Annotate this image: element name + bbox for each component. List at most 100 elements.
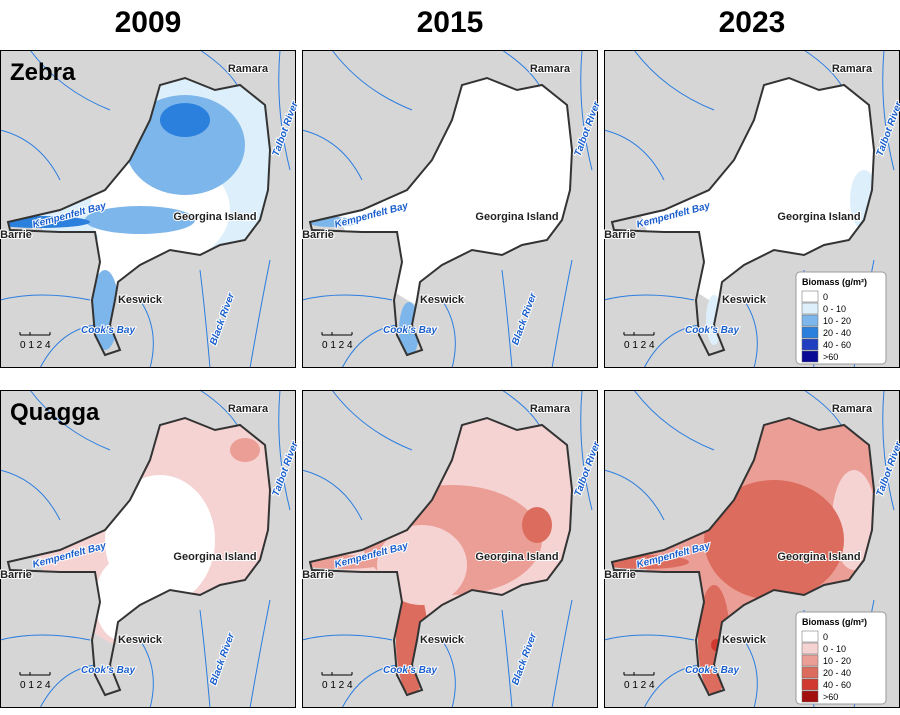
panel-border — [302, 390, 598, 708]
river — [331, 49, 413, 111]
legend-item: 10 - 20 — [823, 316, 851, 326]
river — [0, 469, 61, 521]
place-label: Cook's Bay — [81, 665, 136, 676]
legend-swatch — [801, 630, 819, 643]
scale-line — [321, 332, 353, 336]
legend-swatch — [801, 666, 819, 679]
river — [603, 469, 665, 521]
place-label: Georgina Island — [777, 551, 860, 563]
legend-swatch — [801, 678, 819, 691]
place-label: Georgina Island — [475, 551, 558, 563]
river — [743, 299, 758, 369]
river — [441, 299, 456, 369]
river — [249, 259, 271, 369]
river — [39, 324, 96, 369]
legend-item: >60 — [823, 352, 838, 362]
place-label: Barrie — [302, 569, 334, 581]
place-label: Keswick — [722, 294, 767, 306]
scale-bar: 0 1 2 4 — [20, 340, 51, 351]
river — [580, 389, 593, 511]
legend-item: 10 - 20 — [823, 656, 851, 666]
panel-border — [302, 50, 598, 368]
row-label: Zebra — [10, 59, 76, 86]
place-label: Ramara — [530, 63, 571, 75]
scale-bar: 0 1 2 4 — [322, 340, 353, 351]
legend-item: 20 - 40 — [823, 668, 851, 678]
river — [551, 599, 573, 709]
year-header: 2023 — [719, 6, 786, 39]
river — [0, 634, 91, 641]
scale-line — [623, 332, 655, 336]
legend-swatch — [801, 350, 819, 363]
legend-swatch — [801, 302, 819, 315]
row-label: Quagga — [10, 399, 100, 426]
biomass-zone — [85, 206, 195, 234]
legend-title: Biomass (g/m²) — [802, 277, 867, 287]
river — [643, 324, 700, 369]
legend-swatch — [801, 326, 819, 339]
place-label: Ramara — [530, 403, 571, 415]
river — [29, 389, 111, 451]
legend-swatch — [801, 338, 819, 351]
river — [301, 469, 363, 521]
river — [580, 49, 593, 171]
place-label: Ramara — [832, 63, 873, 75]
biomass-zone — [522, 507, 552, 543]
legend-box — [795, 611, 887, 705]
river — [199, 269, 211, 369]
biomass-zone — [160, 103, 210, 137]
legend: Biomass (g/m²) 0 0 - 10 10 - 20 20 - 40 40 - … — [795, 611, 887, 705]
scale-bar: 0 1 2 4 — [322, 680, 353, 691]
legend-item: 0 — [823, 292, 828, 302]
place-label: Keswick — [420, 634, 465, 646]
legend-swatch — [801, 642, 819, 655]
scale-bar: 0 1 2 4 — [20, 680, 51, 691]
river — [501, 609, 513, 709]
year-header: 2009 — [115, 6, 182, 39]
place-label: Barrie — [302, 229, 334, 241]
legend-item: 40 - 60 — [823, 340, 851, 350]
biomass-zone — [230, 438, 260, 462]
place-label: Cook's Bay — [685, 325, 740, 336]
river — [331, 389, 413, 451]
river — [0, 129, 61, 181]
river — [301, 294, 393, 301]
river — [341, 664, 398, 709]
river — [39, 664, 96, 709]
biomass-zone — [125, 95, 245, 195]
panel-border — [0, 50, 296, 368]
place-label: Cook's Bay — [383, 325, 438, 336]
river — [633, 389, 715, 451]
year-header: 2015 — [417, 6, 484, 39]
scale-line — [321, 672, 353, 676]
river — [743, 639, 758, 709]
river — [603, 129, 665, 181]
river — [0, 294, 91, 301]
panel-border — [0, 390, 296, 708]
scale-bar: 0 1 2 4 — [624, 680, 655, 691]
place-label: Cook's Bay — [383, 665, 438, 676]
river — [882, 49, 895, 171]
river — [882, 389, 895, 511]
legend: Biomass (g/m²) 0 0 - 10 10 - 20 20 - 40 40 - … — [795, 271, 887, 365]
legend-item: >60 — [823, 692, 838, 702]
place-label: Cook's Bay — [685, 665, 740, 676]
legend-swatch — [801, 690, 819, 703]
river — [633, 49, 715, 111]
scale-line — [19, 332, 51, 336]
place-label: Keswick — [722, 634, 767, 646]
place-label: Keswick — [118, 294, 163, 306]
place-label: Keswick — [118, 634, 163, 646]
river — [551, 259, 573, 369]
river — [278, 389, 291, 511]
legend-swatch — [801, 290, 819, 303]
river — [441, 639, 456, 709]
scale-line — [623, 672, 655, 676]
river — [278, 49, 291, 171]
